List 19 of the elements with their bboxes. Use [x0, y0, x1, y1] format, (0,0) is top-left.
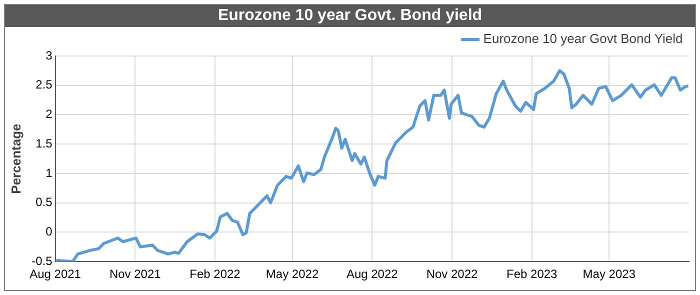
y-tick-label: 0: [46, 224, 53, 239]
x-tick-label: Aug 2021: [30, 267, 82, 282]
chart-title: Eurozone 10 year Govt. Bond yield: [5, 5, 695, 27]
x-tick-label: Nov 2021: [109, 267, 162, 282]
x-tick-label: Aug 2022: [346, 267, 398, 282]
x-tick-label: Feb 2022: [190, 267, 241, 282]
y-tick-label: 0.5: [36, 195, 53, 210]
y-tick-label: 1: [46, 166, 53, 180]
y-tick-label: 3: [46, 48, 53, 62]
x-tick-label: May 2023: [582, 267, 636, 282]
y-tick-label: 2: [46, 107, 53, 122]
y-axis-title: Percentage: [8, 124, 24, 194]
y-tick-label: 2.5: [36, 78, 53, 92]
y-tick-label: 1.5: [36, 136, 53, 150]
x-tick-label: Nov 2022: [426, 267, 478, 282]
x-tick-label: Feb 2023: [506, 267, 558, 282]
y-tick-label: -0.5: [32, 254, 53, 268]
x-tick-label: May 2022: [266, 267, 319, 282]
legend-label: Eurozone 10 year Govt Bond Yield: [483, 31, 683, 46]
